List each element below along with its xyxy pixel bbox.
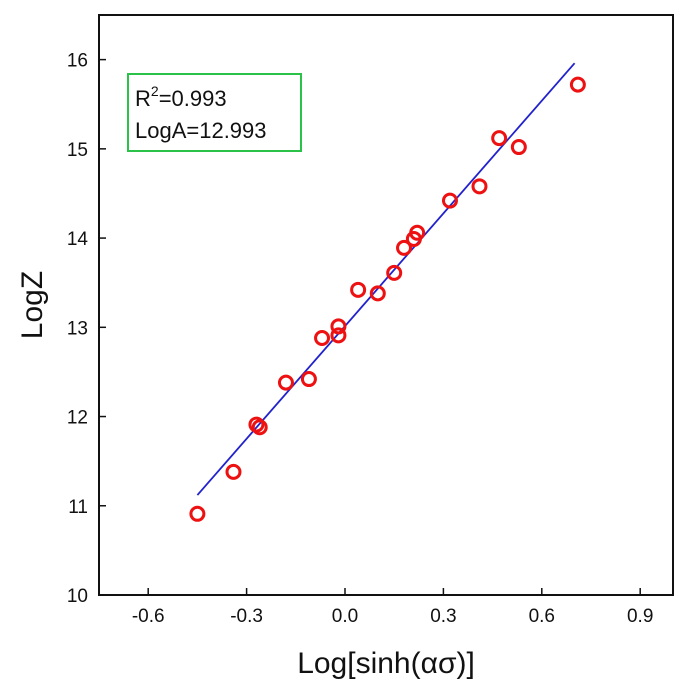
y-axis-title: LogZ [16,271,49,339]
data-point [314,330,331,347]
y-tick-label: 12 [67,408,88,429]
data-point [569,76,586,93]
x-tick-label: 0.3 [430,606,456,627]
data-point [300,371,317,388]
x-tick-label: 0.6 [529,606,555,627]
annotation-border [127,73,302,152]
data-point [441,192,458,209]
data-point [330,318,347,335]
y-tick-label: 14 [67,229,89,250]
fit-line [196,62,576,496]
r2-value: =0.993 [159,86,227,111]
loga-text: LogA=12.993 [135,118,267,143]
x-tick-label: -0.3 [230,606,263,627]
data-point [330,327,347,344]
data-point [491,130,508,147]
data-point [386,264,403,281]
r2-prefix: R [135,86,151,111]
data-point [409,224,426,241]
y-tick-label: 10 [67,586,88,607]
data-point [396,239,413,256]
x-tick-label: 0.0 [332,606,358,627]
data-point [471,178,488,195]
fit-layer [196,62,576,496]
r2-text: R2=0.993 [135,83,227,111]
points-layer [189,76,586,522]
x-tick-label: 0.9 [627,606,653,627]
data-point [350,281,367,298]
data-point [251,419,268,436]
y-tick-label: 13 [67,318,88,339]
y-tick-label: 15 [67,140,88,161]
data-point [277,374,294,391]
data-point [189,505,206,522]
fit-annotation-box: R2=0.993 LogA=12.993 [127,73,302,152]
y-tick-label: 11 [68,497,88,518]
x-axis-title: Log[sinh(ασ)] [297,647,475,680]
x-tick-label: -0.6 [132,606,165,627]
data-point [225,463,242,480]
r2-superscript: 2 [151,83,159,99]
data-point [510,139,527,156]
y-tick-label: 16 [67,51,88,72]
data-point [369,285,386,302]
plot-frame [98,14,674,596]
ticks-layer: -0.6 -0.3 0.0 0.3 0.6 0.9 10 11 12 13 14 15 16 [67,51,654,627]
